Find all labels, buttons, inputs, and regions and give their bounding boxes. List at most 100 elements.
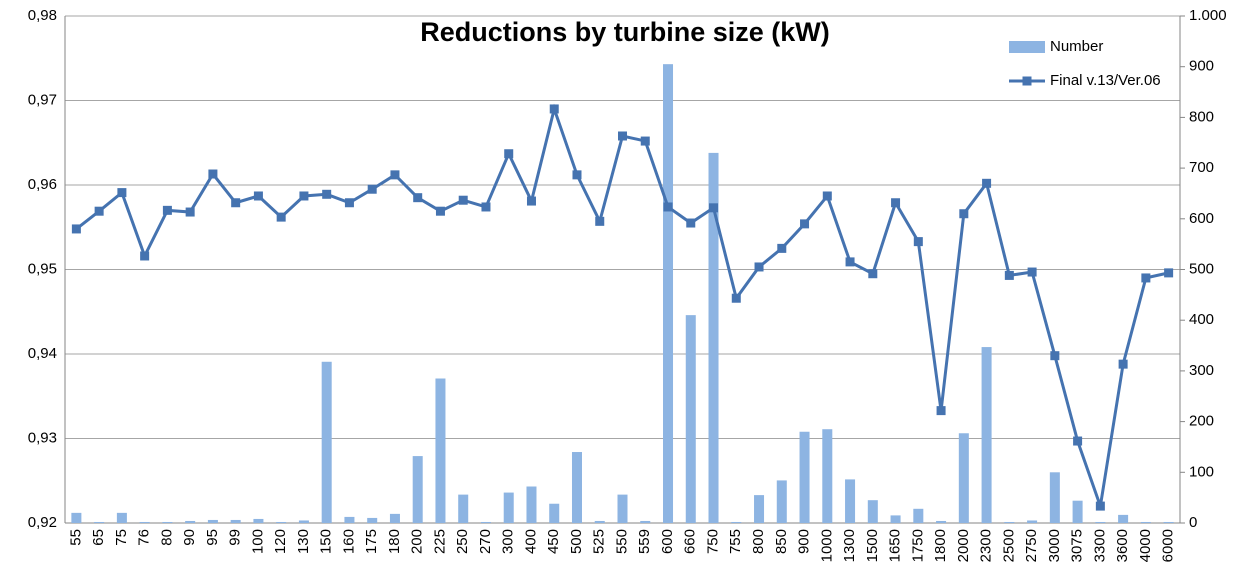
x-tick-label: 6000 [1160,529,1177,562]
x-tick-label: 76 [136,529,153,546]
y-tick-label: 0,93 [28,429,57,446]
x-tick-label: 150 [318,529,335,554]
y2-tick-label: 600 [1189,210,1214,227]
x-tick-label: 2750 [1023,529,1040,562]
x-tick-label: 160 [340,529,357,554]
x-tick-label: 850 [773,529,790,554]
bar [958,433,969,523]
y2-tick-label: 500 [1189,260,1214,277]
line-marker [1095,501,1105,511]
y-tick-label: 0,97 [28,91,57,108]
line-marker [1118,359,1128,369]
x-tick-label: 3600 [1114,529,1131,562]
x-tick-label: 175 [363,529,380,554]
line-marker [208,169,218,179]
line-marker [572,170,582,180]
x-tick-label: 2000 [955,529,972,562]
line-marker [526,196,536,206]
line-marker [390,170,400,180]
line-marker [140,251,150,261]
line-marker [1073,436,1083,446]
bar [776,480,787,523]
y2-tick-label: 1.000 [1189,7,1227,24]
bar [617,494,628,523]
y2-tick-label: 0 [1189,514,1197,531]
x-tick-label: 300 [500,529,517,554]
x-tick-label: 99 [227,529,244,546]
bar [276,521,287,523]
line-marker [185,207,195,217]
line-marker [549,104,559,114]
line-marker [822,191,832,201]
bar [799,431,810,523]
x-tick-label: 250 [454,529,471,554]
y2-tick-label: 700 [1189,159,1214,176]
bar [253,518,264,523]
legend-label: Number [1050,38,1103,55]
line-marker [231,198,241,208]
line-marker [913,237,923,247]
bar [480,521,491,523]
x-tick-label: 55 [67,529,84,546]
line-marker [800,219,810,229]
line-marker [481,202,491,212]
y-tick-label: 0,98 [28,7,57,24]
x-tick-label: 200 [409,529,426,554]
line-marker [253,191,263,201]
line-marker [299,191,309,201]
line-marker [94,206,104,216]
line-marker [709,203,719,213]
x-tick-label: 100 [249,529,266,554]
bar [321,361,332,523]
line-marker [891,198,901,208]
line-marker [663,202,673,212]
bar [1118,514,1129,523]
line-marker [344,198,354,208]
bar [594,520,605,523]
bar [1004,521,1015,523]
bar [708,152,719,523]
line-marker [322,189,332,199]
line-marker [367,184,377,194]
bar [731,521,742,523]
x-tick-label: 525 [591,529,608,554]
line-marker [504,149,514,159]
y2-tick-label: 900 [1189,58,1214,75]
x-tick-label: 3000 [1046,529,1063,562]
bar [822,429,833,523]
chart-title: Reductions by turbine size (kW) [420,17,830,47]
x-tick-label: 800 [750,529,767,554]
bar [230,519,241,523]
x-tick-label: 1750 [909,529,926,562]
line-marker [1027,267,1037,277]
y2-tick-label: 200 [1189,413,1214,430]
x-tick-label: 3075 [1069,529,1086,562]
bar [1072,500,1083,523]
x-tick-label: 750 [704,529,721,554]
legend-label: Final v.13/Ver.06 [1050,72,1161,89]
line-marker [276,212,286,222]
bar [1027,520,1038,523]
bar [867,500,878,523]
legend-marker [1022,76,1032,86]
x-tick-label: 75 [113,529,130,546]
bar [936,520,947,523]
line-marker [959,209,969,219]
y-tick-label: 0,94 [28,345,57,362]
line-marker [162,205,172,215]
x-tick-label: 500 [568,529,585,554]
line-marker [1164,268,1174,278]
x-tick-label: 400 [522,529,539,554]
line-marker [117,188,127,198]
line-marker [777,243,787,253]
bar [754,495,765,523]
x-tick-label: 900 [796,529,813,554]
line-marker [686,218,696,228]
y-tick-label: 0,95 [28,260,57,277]
x-tick-label: 2300 [978,529,995,562]
line-marker [754,262,764,272]
bar [913,508,924,523]
x-tick-label: 95 [204,529,221,546]
line-marker [982,178,992,188]
